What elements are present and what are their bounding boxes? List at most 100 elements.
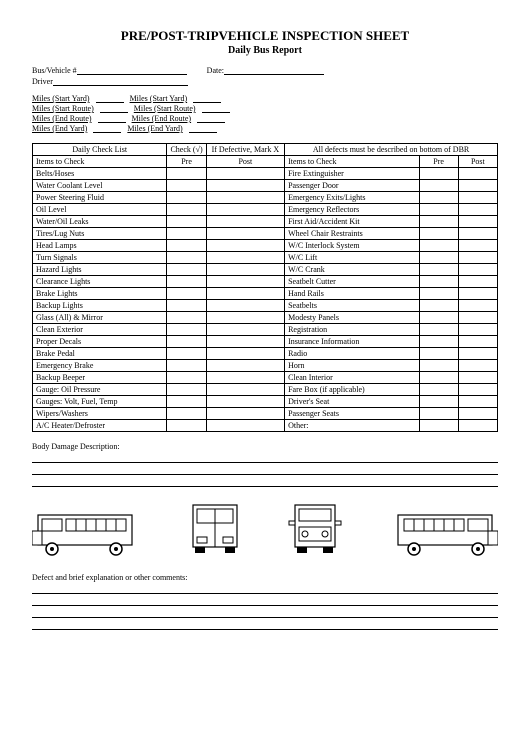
post-cell[interactable] (458, 240, 497, 252)
pre-cell[interactable] (167, 324, 206, 336)
pre-cell[interactable] (419, 396, 458, 408)
pre-cell[interactable] (419, 168, 458, 180)
post-cell[interactable] (458, 168, 497, 180)
pre-cell[interactable] (167, 360, 206, 372)
pre-cell[interactable] (419, 312, 458, 324)
pre-cell[interactable] (167, 312, 206, 324)
post-cell[interactable] (458, 396, 497, 408)
post-cell[interactable] (458, 276, 497, 288)
driver-input[interactable] (53, 77, 188, 86)
post-cell[interactable] (206, 168, 284, 180)
pre-cell[interactable] (167, 228, 206, 240)
pre-cell[interactable] (167, 264, 206, 276)
pre-cell[interactable] (167, 384, 206, 396)
pre-cell[interactable] (167, 180, 206, 192)
post-cell[interactable] (458, 336, 497, 348)
body-damage-lines[interactable] (32, 453, 498, 487)
post-cell[interactable] (458, 324, 497, 336)
miles-input[interactable] (189, 124, 217, 133)
miles-input[interactable] (96, 94, 124, 103)
post-cell[interactable] (206, 288, 284, 300)
miles-input[interactable] (193, 94, 221, 103)
pre-cell[interactable] (167, 240, 206, 252)
pre-cell[interactable] (419, 240, 458, 252)
pre-cell[interactable] (419, 204, 458, 216)
pre-cell[interactable] (167, 348, 206, 360)
post-cell[interactable] (206, 312, 284, 324)
pre-cell[interactable] (167, 396, 206, 408)
pre-cell[interactable] (419, 384, 458, 396)
pre-cell[interactable] (167, 216, 206, 228)
pre-cell[interactable] (419, 180, 458, 192)
date-input[interactable] (224, 66, 324, 75)
pre-cell[interactable] (419, 300, 458, 312)
post-cell[interactable] (458, 408, 497, 420)
post-cell[interactable] (206, 192, 284, 204)
pre-cell[interactable] (419, 408, 458, 420)
post-cell[interactable] (458, 204, 497, 216)
pre-cell[interactable] (167, 204, 206, 216)
pre-cell[interactable] (419, 372, 458, 384)
post-cell[interactable] (458, 228, 497, 240)
miles-input[interactable] (98, 114, 126, 123)
post-cell[interactable] (458, 360, 497, 372)
post-cell[interactable] (458, 192, 497, 204)
post-cell[interactable] (206, 240, 284, 252)
pre-cell[interactable] (419, 216, 458, 228)
post-cell[interactable] (458, 372, 497, 384)
pre-cell[interactable] (419, 264, 458, 276)
pre-cell[interactable] (167, 372, 206, 384)
miles-input[interactable] (93, 124, 121, 133)
post-cell[interactable] (206, 336, 284, 348)
post-cell[interactable] (458, 288, 497, 300)
pre-cell[interactable] (419, 276, 458, 288)
post-cell[interactable] (206, 372, 284, 384)
post-cell[interactable] (206, 408, 284, 420)
miles-input[interactable] (202, 104, 230, 113)
pre-cell[interactable] (167, 300, 206, 312)
pre-cell[interactable] (167, 336, 206, 348)
pre-cell[interactable] (419, 192, 458, 204)
post-cell[interactable] (206, 216, 284, 228)
pre-cell[interactable] (167, 408, 206, 420)
post-cell[interactable] (206, 204, 284, 216)
post-cell[interactable] (458, 348, 497, 360)
pre-cell[interactable] (419, 336, 458, 348)
post-cell[interactable] (458, 384, 497, 396)
pre-cell[interactable] (419, 348, 458, 360)
pre-cell[interactable] (167, 168, 206, 180)
post-cell[interactable] (458, 180, 497, 192)
bus-vehicle-input[interactable] (77, 66, 187, 75)
post-cell[interactable] (206, 300, 284, 312)
post-cell[interactable] (206, 360, 284, 372)
post-cell[interactable] (206, 180, 284, 192)
miles-input[interactable] (100, 104, 128, 113)
post-cell[interactable] (206, 420, 284, 432)
miles-input[interactable] (197, 114, 225, 123)
pre-cell[interactable] (419, 228, 458, 240)
post-cell[interactable] (458, 312, 497, 324)
post-cell[interactable] (206, 384, 284, 396)
pre-cell[interactable] (419, 324, 458, 336)
pre-cell[interactable] (419, 288, 458, 300)
pre-cell[interactable] (167, 276, 206, 288)
post-cell[interactable] (206, 324, 284, 336)
post-cell[interactable] (458, 300, 497, 312)
post-cell[interactable] (206, 276, 284, 288)
post-cell[interactable] (458, 264, 497, 276)
defect-lines[interactable] (32, 584, 498, 630)
pre-cell[interactable] (167, 192, 206, 204)
post-cell[interactable] (458, 420, 497, 432)
post-cell[interactable] (206, 228, 284, 240)
pre-cell[interactable] (419, 360, 458, 372)
post-cell[interactable] (206, 264, 284, 276)
post-cell[interactable] (206, 348, 284, 360)
post-cell[interactable] (458, 216, 497, 228)
pre-cell[interactable] (419, 252, 458, 264)
pre-cell[interactable] (419, 420, 458, 432)
post-cell[interactable] (458, 252, 497, 264)
pre-cell[interactable] (167, 252, 206, 264)
pre-cell[interactable] (167, 288, 206, 300)
post-cell[interactable] (206, 252, 284, 264)
post-cell[interactable] (206, 396, 284, 408)
